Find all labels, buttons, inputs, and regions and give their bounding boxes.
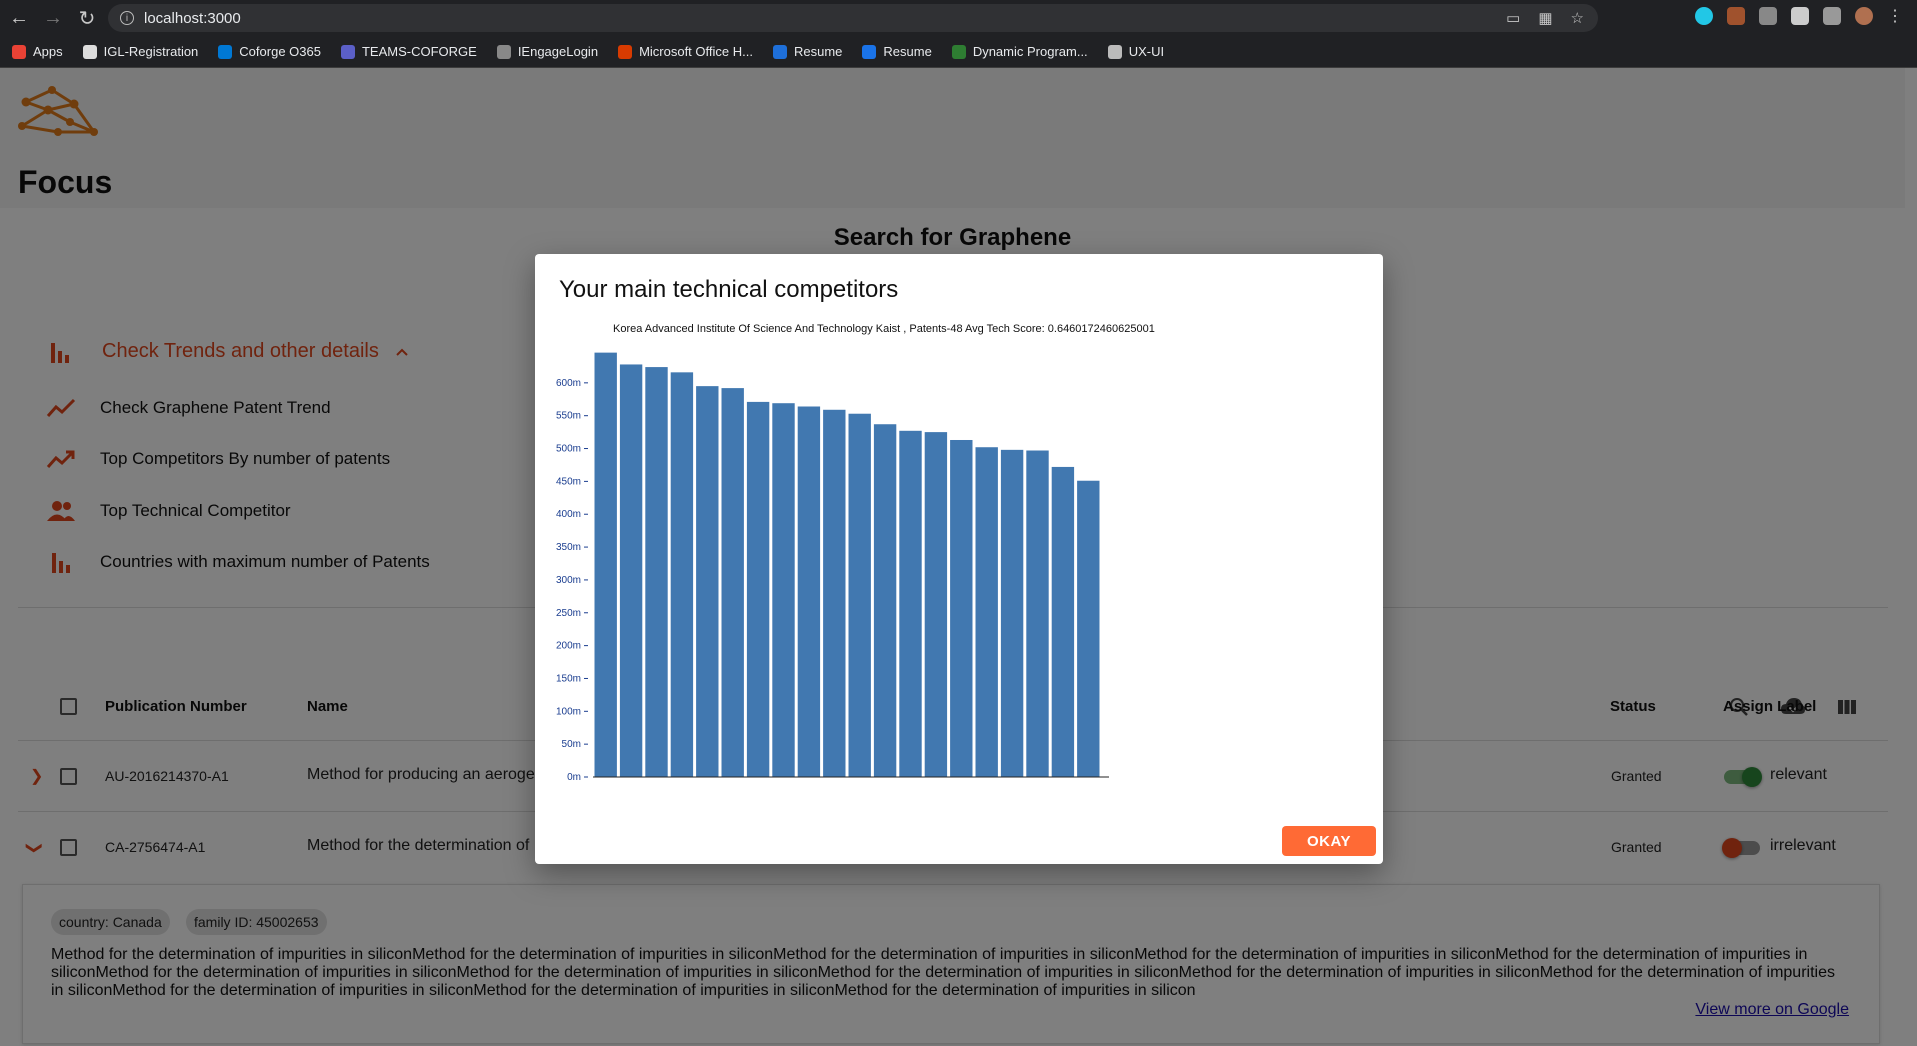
bookmark-icon: [862, 44, 877, 59]
y-tick-label: 100m: [556, 706, 581, 717]
chart-bar[interactable]: [975, 447, 998, 777]
chart-bar[interactable]: [746, 401, 770, 777]
chart-bar[interactable]: [1051, 466, 1075, 777]
bookmark-label: Coforge O365: [239, 44, 321, 59]
bookmark-item[interactable]: Coforge O365: [218, 44, 321, 59]
bookmark-label: IEngageLogin: [517, 44, 599, 59]
okay-button[interactable]: OKAY: [1282, 826, 1376, 856]
chart-bar[interactable]: [696, 386, 719, 777]
competitors-bar-chart: 0m 50m 100m 150m 200m 250m 300m 350m 400m 450m 500…: [556, 323, 1155, 783]
forward-icon[interactable]: →: [43, 6, 63, 29]
chart-bar[interactable]: [797, 406, 821, 777]
bookmarks-bar: Apps IGL-Registration Coforge O365 TEAMS-CO…: [0, 36, 1917, 68]
bookmark-icon: [340, 44, 355, 59]
chart-bar[interactable]: [721, 388, 744, 777]
bookmark-label: Resume: [793, 44, 843, 59]
bookmark-icon: [82, 44, 97, 59]
chart-bar[interactable]: [670, 372, 694, 777]
bookmark-label: Apps: [33, 44, 63, 59]
chart-bar[interactable]: [1077, 480, 1100, 777]
bookmark-star-icon[interactable]: ☆: [1570, 10, 1584, 27]
bookmark-icon: [1107, 44, 1122, 59]
y-tick-label: 400m: [556, 509, 581, 520]
bookmark-icon: [772, 44, 787, 59]
bookmark-icon: [218, 44, 233, 59]
bookmark-label: IGL-Registration: [103, 44, 199, 59]
bookmark-label: Microsoft Office H...: [639, 44, 753, 59]
chart-bar[interactable]: [772, 403, 795, 777]
bookmark-icon: [951, 44, 966, 59]
chart-bar[interactable]: [594, 352, 617, 777]
chart-bar[interactable]: [1000, 449, 1024, 777]
bookmark-item[interactable]: Resume: [862, 44, 932, 59]
y-tick-label: 200m: [556, 641, 581, 652]
chart-bar[interactable]: [950, 439, 973, 777]
chart-bar[interactable]: [899, 430, 922, 777]
y-tick-label: 300m: [556, 575, 581, 586]
bookmark-item[interactable]: Dynamic Program...: [951, 44, 1088, 59]
competitors-modal: Your main technical competitors 0m 50m 100…: [535, 254, 1383, 864]
qr-icon[interactable]: ▦: [1538, 10, 1553, 27]
chart-annotation: Korea Advanced Institute Of Science And …: [613, 323, 1155, 335]
reload-icon[interactable]: ↻: [78, 7, 96, 30]
bookmark-label: UX-UI: [1128, 44, 1165, 59]
bookmark-icon: [496, 44, 511, 59]
y-tick-label: 50m: [562, 739, 581, 750]
extension-react-icon[interactable]: [1695, 7, 1713, 25]
extension-icon[interactable]: [1727, 7, 1745, 25]
cast-icon[interactable]: ▭: [1506, 10, 1521, 27]
bookmark-item[interactable]: Microsoft Office H...: [618, 44, 753, 59]
bookmark-item[interactable]: UX-UI: [1107, 44, 1165, 59]
bookmark-label: Dynamic Program...: [972, 44, 1088, 59]
chart-bar[interactable]: [645, 367, 668, 777]
chart-bar[interactable]: [848, 413, 871, 777]
url-text: localhost:3000: [144, 9, 241, 27]
chart-bar[interactable]: [619, 364, 643, 777]
bookmark-item[interactable]: IEngageLogin: [496, 44, 599, 59]
avatar[interactable]: [1855, 7, 1873, 25]
y-tick-label: 450m: [556, 476, 581, 487]
info-icon[interactable]: i: [120, 11, 134, 25]
menu-kebab-icon[interactable]: ⋮: [1887, 8, 1903, 25]
y-tick-label: 550m: [556, 411, 581, 422]
reading-list-icon[interactable]: [1823, 7, 1841, 25]
y-tick-label: 500m: [556, 444, 581, 455]
modal-title: Your main technical competitors: [559, 276, 899, 303]
bookmark-item[interactable]: Apps: [12, 44, 63, 59]
y-tick-label: 0m: [567, 772, 581, 783]
chart-bar[interactable]: [1026, 450, 1049, 777]
y-tick-label: 350m: [556, 542, 581, 553]
back-icon[interactable]: ←: [9, 6, 29, 29]
y-tick-label: 150m: [556, 673, 581, 684]
bookmark-item[interactable]: Resume: [772, 44, 843, 59]
browser-toolbar: ← → ↻ i localhost:3000 ▭ ▦ ☆ ⋮: [0, 0, 1917, 36]
address-bar[interactable]: i localhost:3000 ▭ ▦ ☆: [108, 4, 1598, 32]
chart-bar[interactable]: [924, 432, 948, 777]
bookmark-label: Resume: [883, 44, 932, 59]
bookmark-icon: [12, 44, 26, 59]
bookmark-label: TEAMS-COFORGE: [361, 44, 477, 59]
chart-bar[interactable]: [823, 409, 846, 777]
puzzle-icon[interactable]: [1791, 7, 1809, 25]
y-tick-label: 600m: [556, 378, 581, 389]
bookmark-item[interactable]: TEAMS-COFORGE: [340, 44, 477, 59]
chart-bar[interactable]: [873, 424, 897, 777]
bookmark-item[interactable]: IGL-Registration: [82, 44, 199, 59]
bookmark-icon: [618, 44, 633, 59]
camera-extension-icon[interactable]: [1759, 7, 1777, 25]
y-tick-label: 250m: [556, 608, 581, 619]
